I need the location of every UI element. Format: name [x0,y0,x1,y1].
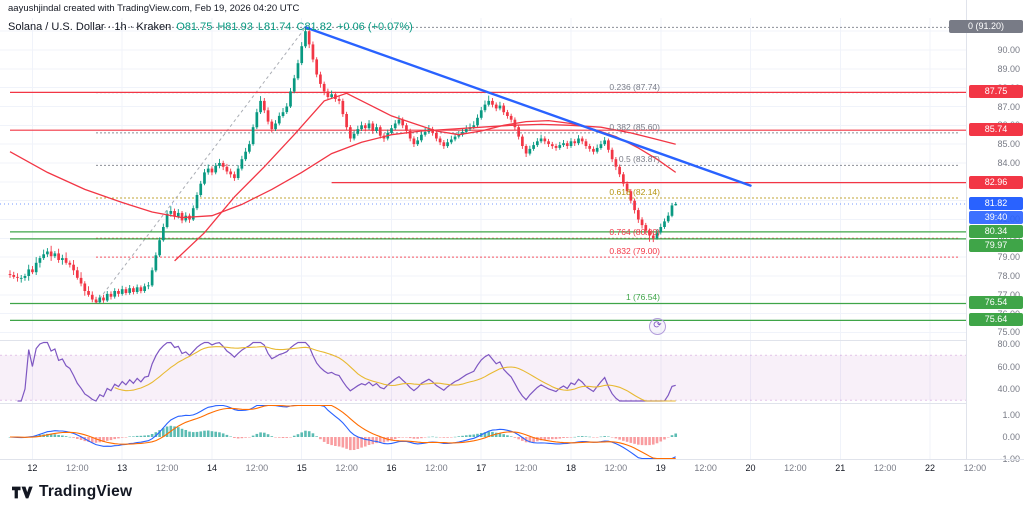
price-axis-badge: 79.97 [969,239,1023,253]
trendline-layer [304,26,752,187]
high-label: H [217,21,226,33]
rsi-tick-label: 80.00 [997,339,1020,349]
chart-canvas[interactable] [0,0,966,459]
time-axis-label: 15 [296,463,307,473]
macd-tick-label: 1.00 [1002,410,1020,420]
time-axis-label: 12:00 [784,463,807,473]
macd-tick-label: 0.00 [1002,432,1020,442]
price-tick-label: 90.00 [997,45,1020,55]
time-axis[interactable]: 12 12:00 13 12:00 14 12:00 15 12:00 16 12:00 17 12:… [0,459,1024,477]
price-axis-badge: 87.75 [969,85,1023,99]
symbol-title[interactable]: Solana / U.S. Dollar · 1h · Kraken [8,21,172,33]
price-axis-badge: 82.96 [969,175,1023,189]
change-value: +0.06 (+0.07%) [336,21,413,33]
ohlc-readout: O81.75 H81.93 L81.74 C81.82 +0.06 (+0.07%) [171,21,413,33]
time-axis-label: 12:00 [245,463,269,473]
time-axis-label: 12:00 [155,463,179,473]
price-axis-badge: 75.64 [969,313,1023,327]
price-tick-label: 85.00 [997,139,1020,150]
time-axis-label: 12:00 [963,463,987,473]
countdown-badge: 39:40 [969,211,1023,225]
time-axis-label: 22 [925,463,936,473]
high-value: 81.93 [225,21,253,33]
tradingview-logo-text: TradingView [39,483,133,500]
price-tick-label: 87.00 [997,101,1020,112]
price-axis-badge: 76.54 [969,296,1023,310]
price-tick-label: 77.00 [997,289,1020,300]
price-tick-label: 89.00 [997,63,1020,74]
time-axis-label: 13 [117,463,128,473]
time-axis-label: 12:00 [694,463,717,473]
price-axis-badge: 85.74 [969,123,1023,137]
low-label: L [257,21,264,33]
price-tick-label: 78.00 [997,270,1020,281]
time-axis-label: 14 [206,463,217,473]
time-axis-label: 12 [27,463,38,473]
tradingview-logo[interactable]: TradingView [12,483,132,501]
rsi-tick-label: 60.00 [997,361,1020,372]
time-axis-label: 12:00 [604,463,628,473]
time-axis-label: 12:00 [335,463,358,473]
macd-layer [8,404,678,459]
price-tick-label: 80.00 [997,233,1020,243]
time-axis-label: 21 [835,463,846,473]
fib-retracement-layer [95,26,958,304]
time-axis-label: 16 [386,463,397,473]
close-value: 81.82 [304,21,332,33]
rsi-tick-label: 40.00 [997,384,1020,394]
time-axis-label: 12:00 [514,463,538,473]
price-tick-label: 84.00 [997,157,1020,168]
price-tick-label: 79.00 [997,252,1020,263]
price-axis-badge: 80.34 [969,225,1023,239]
symbol-legend[interactable]: Solana / U.S. Dollar · 1h · Kraken O81.75… [8,21,413,33]
moving-average-layer [9,92,677,262]
price-axis-badge: 81.82 [969,197,1023,211]
open-value: 81.75 [184,21,213,33]
time-axis-label: 12:00 [873,463,897,473]
candles-layer [8,27,678,304]
rsi-layer [17,341,676,402]
footer-bar: TradingView [0,476,1024,509]
attribution-text: aayushjindal created with TradingView.co… [8,3,300,14]
time-axis-label: 12:00 [425,463,448,473]
time-axis-label: 12:00 [66,463,89,473]
price-axis-badge: 0 (91.20) [949,20,1023,34]
low-value: 81.74 [263,21,292,33]
time-axis-label: 19 [655,463,666,473]
close-label: C [296,21,305,33]
price-axis[interactable]: USD 90.0089.0088.0087.0086.0085.0084.008… [949,0,1024,464]
time-axis-label: 17 [476,463,487,473]
tradingview-logo-icon [12,486,33,498]
time-axis-label: 20 [745,463,756,473]
chart-plot-area[interactable]: Solana / U.S. Dollar · 1h · Kraken O81.75… [0,0,966,459]
pane-separator-layer [0,340,966,404]
time-axis-label: 18 [565,463,576,473]
open-label: O [176,21,185,33]
price-tick-label: 75.00 [997,327,1020,338]
cycle-arrows-icon[interactable]: ⟳ [649,318,666,335]
